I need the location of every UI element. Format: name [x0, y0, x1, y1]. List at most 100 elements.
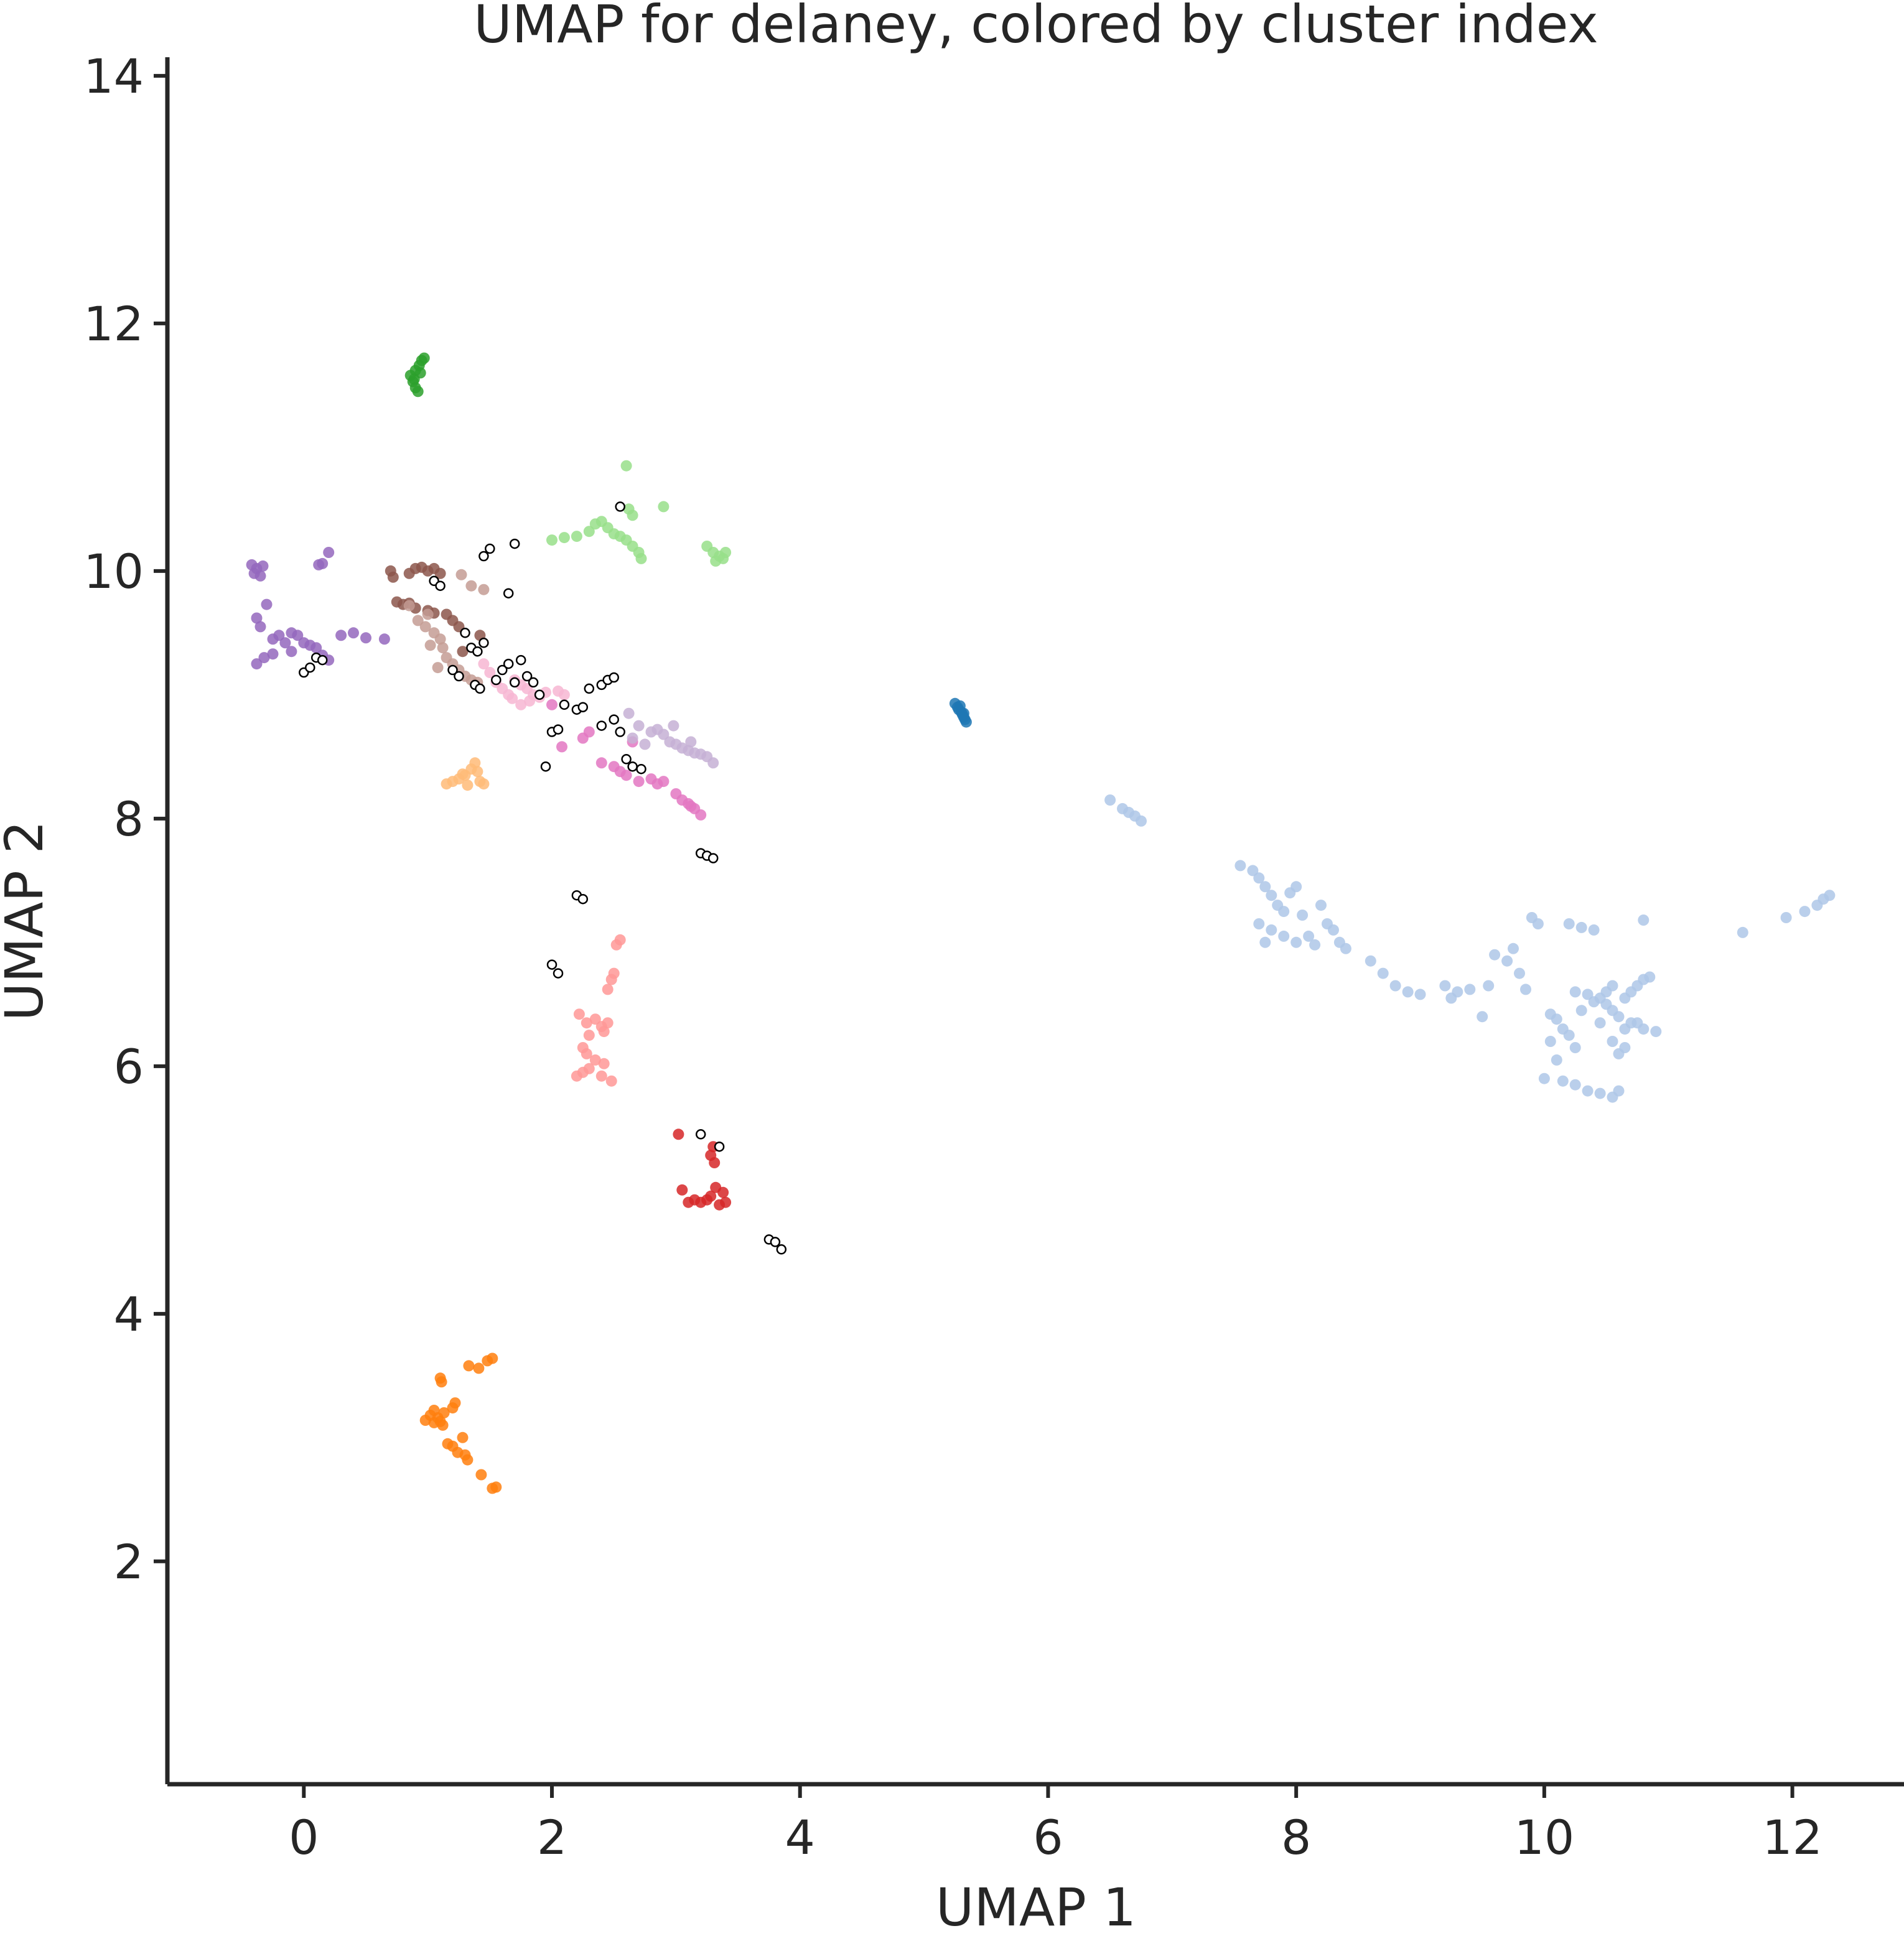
- scatter-point: [610, 939, 622, 951]
- scatter-point: [261, 598, 273, 610]
- scatter-point: [577, 702, 589, 712]
- scatter-point: [1290, 936, 1302, 948]
- scatter-point: [462, 1454, 474, 1466]
- scatter-point: [506, 692, 518, 704]
- x-tick-label: 8: [1281, 1810, 1311, 1865]
- scatter-point: [465, 580, 477, 592]
- scatter-point: [1582, 989, 1594, 1000]
- y-tick-label: 10: [83, 544, 144, 599]
- scatter-point: [683, 1196, 694, 1208]
- scatter-point: [478, 551, 489, 562]
- scatter-point: [1266, 890, 1277, 901]
- scatter-point: [437, 642, 449, 654]
- scatter-point: [1278, 906, 1290, 918]
- scatter-point: [484, 667, 496, 678]
- y-tick-label: 12: [83, 296, 144, 351]
- scatter-point: [1259, 881, 1271, 893]
- scatter-point: [960, 716, 972, 728]
- scatter-point: [571, 1070, 582, 1082]
- scatter-point: [487, 1352, 498, 1364]
- scatter-point: [1266, 924, 1277, 936]
- scatter-point: [559, 699, 570, 710]
- scatter-point: [577, 732, 589, 744]
- scatter-point: [524, 695, 536, 707]
- scatter-point: [1607, 1036, 1618, 1047]
- scatter-point: [546, 699, 558, 710]
- scatter-point: [558, 532, 570, 544]
- scatter-point: [1638, 914, 1650, 926]
- scatter-point: [1613, 1085, 1625, 1097]
- scatter-point: [1414, 989, 1426, 1000]
- scatter-point: [310, 642, 322, 654]
- scatter-point: [1340, 942, 1351, 954]
- scatter-point: [412, 615, 424, 626]
- scatter-point: [528, 677, 539, 688]
- x-tick-label: 4: [785, 1810, 815, 1865]
- y-axis-ticks: 2 4 6 8 10 12 14: [83, 49, 167, 1589]
- scatter-point: [770, 1237, 781, 1247]
- scatter-point: [1514, 967, 1525, 979]
- chart-title: UMAP for delaney, colored by cluster ind…: [474, 0, 1598, 55]
- scatter-point: [589, 1013, 601, 1025]
- scatter-point: [615, 501, 625, 512]
- scatter-point: [292, 630, 304, 641]
- scatter-point: [707, 853, 719, 863]
- scatter-point: [1588, 996, 1600, 1008]
- scatter-point: [457, 646, 469, 658]
- x-tick-label: 0: [289, 1810, 319, 1865]
- scatter-point: [1619, 1042, 1631, 1053]
- scatter-point: [1575, 921, 1587, 933]
- scatter-point: [598, 1058, 610, 1069]
- scatter-point: [472, 766, 483, 778]
- scatter-point: [581, 1048, 592, 1059]
- scatter-point: [621, 754, 632, 765]
- scatter-point: [627, 761, 638, 772]
- scatter-point: [422, 608, 434, 620]
- y-tick-label: 2: [114, 1534, 144, 1589]
- scatter-point: [323, 547, 335, 558]
- scatter-point: [1389, 980, 1401, 992]
- scatter-point: [317, 654, 328, 666]
- scatter-point: [701, 1194, 713, 1206]
- scatter-point: [1290, 881, 1302, 893]
- scatter-point: [623, 707, 635, 719]
- scatter-point: [403, 600, 415, 612]
- x-axis-ticks: 0 2 4 6 8 10 12: [289, 1784, 1822, 1865]
- scatter-point: [658, 501, 670, 513]
- scatter-point: [615, 727, 625, 737]
- scatter-point: [273, 630, 285, 641]
- y-axis-label: UMAP 2: [0, 821, 55, 1021]
- scatter-point: [1563, 918, 1575, 929]
- scatter-point: [436, 1376, 447, 1388]
- scatter-point: [676, 1184, 688, 1196]
- scatter-point: [485, 543, 495, 554]
- scatter-point: [695, 809, 707, 821]
- scatter-point: [673, 1129, 684, 1140]
- scatter-point: [633, 720, 645, 732]
- scatter-point: [469, 757, 481, 769]
- scatter-point: [475, 1469, 487, 1481]
- scatter-point: [1588, 924, 1600, 936]
- scatter-point: [709, 1157, 721, 1168]
- scatter-point: [452, 1446, 464, 1458]
- scatter-point: [1551, 1013, 1562, 1025]
- scatter-point: [438, 1407, 450, 1418]
- scatter-point: [1136, 815, 1147, 827]
- scatter-point: [1477, 1011, 1488, 1023]
- scatter-point: [434, 567, 446, 579]
- scatter-point: [609, 672, 619, 683]
- scatter-point: [1575, 1005, 1587, 1017]
- scatter-point: [1582, 1085, 1594, 1097]
- scatter-point: [521, 671, 533, 682]
- y-tick-label: 14: [83, 49, 144, 104]
- scatter-point: [491, 674, 502, 686]
- scatter-point: [254, 621, 266, 633]
- scatter-point: [503, 588, 514, 598]
- scatter-point: [627, 510, 638, 521]
- scatter-point: [1563, 1030, 1575, 1041]
- x-axis-label: UMAP 1: [936, 1877, 1136, 1936]
- scatter-point: [473, 1362, 485, 1374]
- scatter-point: [717, 1186, 729, 1198]
- scatter-point: [1569, 986, 1581, 998]
- scatter-point: [546, 959, 558, 970]
